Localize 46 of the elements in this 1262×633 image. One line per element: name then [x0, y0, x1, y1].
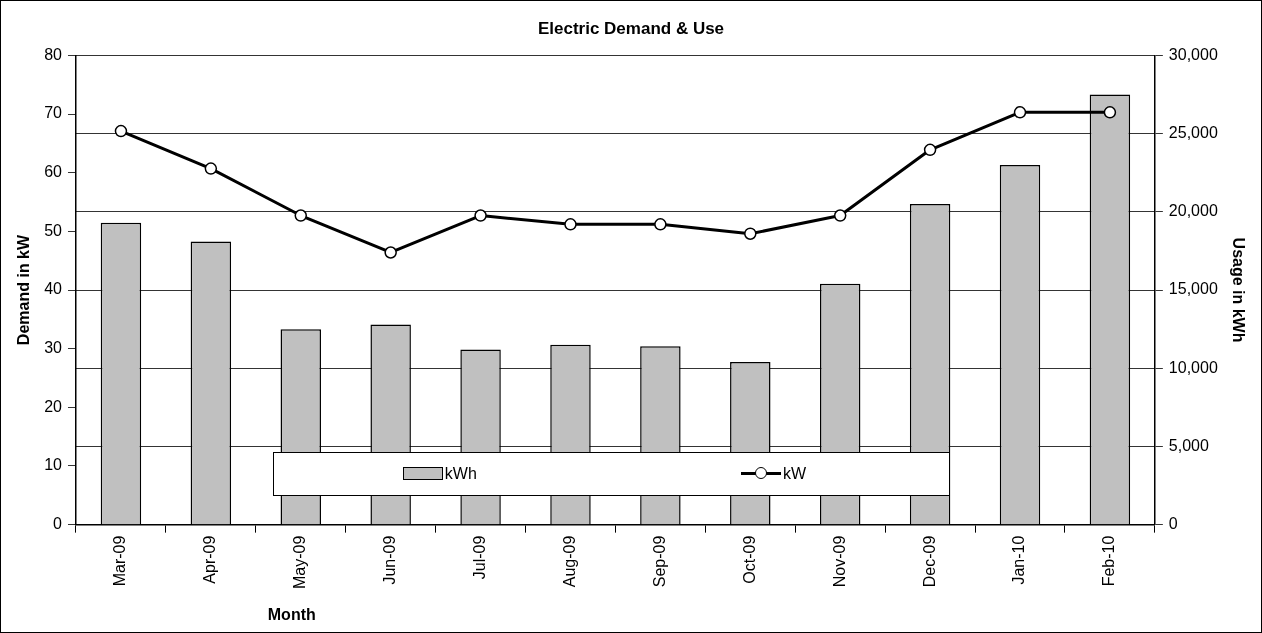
- x-tick-label: Jul-09: [470, 535, 488, 580]
- y-tick-label: 70: [44, 104, 63, 122]
- y2-tick-label: 0: [1168, 515, 1178, 533]
- y-tick-label: 20: [44, 397, 63, 415]
- x-tick-label: Oct-09: [740, 535, 758, 584]
- point: [294, 209, 308, 222]
- y-tick-label: 60: [44, 163, 63, 181]
- point: [1013, 106, 1027, 119]
- point: [833, 209, 847, 222]
- legend-label: kW: [783, 464, 807, 483]
- point: [923, 143, 937, 157]
- y-tick-label: 10: [44, 456, 63, 474]
- point: [654, 218, 667, 231]
- x-tick-label: Aug-09: [560, 535, 578, 588]
- y2-tick-label: 5,000: [1168, 436, 1209, 454]
- y-tick-label: 0: [53, 515, 63, 533]
- x-tick-label: Feb-10: [1100, 535, 1118, 587]
- y2-tick-label: 10,000: [1168, 358, 1218, 376]
- x-tick-label: Dec-09: [920, 535, 938, 588]
- y-axis-title: Demand in kW: [15, 234, 33, 346]
- x-tick-label: Nov-09: [830, 535, 848, 588]
- legend-label: kWh: [444, 464, 477, 483]
- point: [384, 246, 397, 259]
- point: [564, 218, 577, 231]
- y2-tick-label: 20,000: [1168, 202, 1218, 220]
- x-tick-label: May-09: [291, 535, 309, 590]
- x-tick-label: Sep-09: [650, 535, 668, 588]
- y2-axis-title: Usage in kWh: [1229, 237, 1247, 343]
- x-tick-label: Jan-10: [1010, 535, 1028, 585]
- chart-title: Electric Demand & Use: [537, 18, 725, 38]
- y2-tick-label: 25,000: [1168, 124, 1218, 142]
- x-tick-label: Jun-09: [381, 535, 399, 585]
- y-tick-label: 30: [44, 339, 63, 357]
- y2-tick-label: 30,000: [1168, 45, 1218, 63]
- x-tick-label: Apr-09: [201, 535, 219, 584]
- point: [114, 124, 128, 138]
- x-axis-title: Month: [267, 606, 316, 623]
- point: [474, 209, 487, 222]
- y-tick-label: 80: [44, 45, 63, 63]
- y-tick-label: 50: [44, 221, 63, 239]
- x-tick-label: Mar-09: [111, 535, 129, 587]
- point: [744, 227, 757, 240]
- y-tick-label: 40: [44, 280, 63, 298]
- point: [204, 162, 218, 175]
- point: [1103, 106, 1117, 119]
- y2-tick-label: 15,000: [1168, 280, 1218, 298]
